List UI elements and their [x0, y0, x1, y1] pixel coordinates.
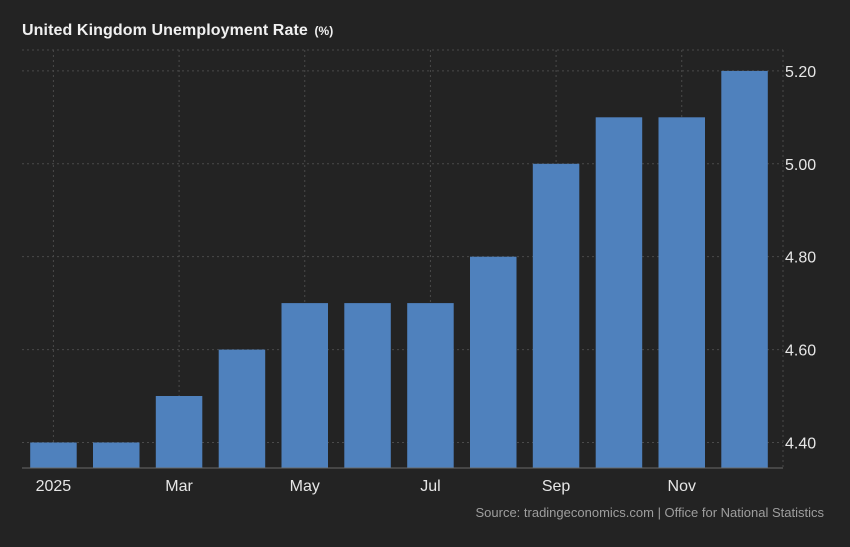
grid-layer [22, 49, 784, 468]
y-tick-label: 4.60 [785, 343, 816, 360]
bar-mar-2025 [155, 396, 203, 468]
x-tick-label: Mar [165, 478, 193, 495]
chart-title-text: United Kingdom Unemployment Rate [22, 22, 308, 39]
bar-feb-2025 [93, 442, 140, 468]
y-tick-label: 5.00 [785, 157, 816, 174]
bar-jul-2025 [407, 303, 454, 468]
x-tick-label: Jul [420, 478, 440, 495]
y-tick-label: 4.80 [785, 250, 816, 267]
y-tick-label: 4.40 [785, 435, 816, 452]
x-tick-layer: 2025 Mar May Jul Sep Nov [36, 478, 696, 495]
y-tick-label: 5.20 [785, 64, 816, 81]
bar-oct-2025 [595, 117, 643, 469]
chart-title-unit: (%) [314, 24, 334, 38]
bar-apr-2025 [218, 349, 266, 468]
bar-may-2025 [281, 303, 328, 468]
x-tick-label: May [290, 478, 320, 495]
bar-dec-2025 [721, 70, 768, 469]
bar-nov-2025 [658, 117, 705, 469]
x-tick-label: Sep [542, 478, 571, 495]
y-tick-layer: 4.40 4.60 4.80 5.00 5.20 [785, 64, 816, 453]
bar-jun-2025 [344, 303, 391, 468]
bar-aug-2025 [470, 256, 517, 468]
bar-layer [30, 70, 768, 469]
bar-jan-2025 [30, 442, 77, 468]
chart-title: United Kingdom Unemployment Rate (%) [22, 22, 333, 40]
bar-sep-2025 [532, 163, 580, 469]
source-note: Source: tradingeconomics.com | Office fo… [475, 505, 824, 520]
x-tick-label: 2025 [36, 478, 72, 495]
x-tick-label: Nov [668, 478, 696, 495]
